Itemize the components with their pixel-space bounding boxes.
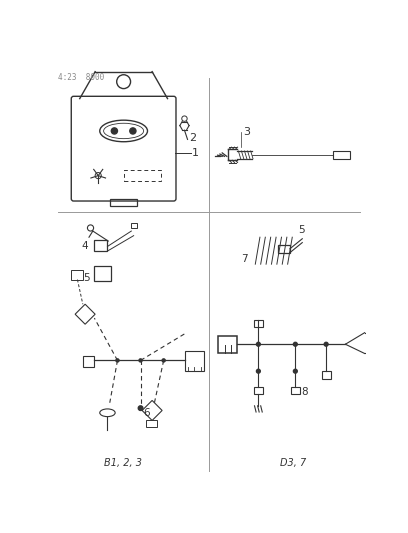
Bar bbox=[185, 351, 204, 371]
Bar bbox=[83, 356, 94, 367]
Circle shape bbox=[293, 342, 297, 346]
Circle shape bbox=[138, 406, 143, 410]
Bar bbox=[254, 320, 263, 327]
Bar bbox=[93, 240, 107, 251]
Bar bbox=[131, 223, 137, 228]
Text: 6: 6 bbox=[144, 408, 150, 418]
Text: 2: 2 bbox=[189, 133, 196, 143]
Bar bbox=[254, 386, 263, 394]
Circle shape bbox=[324, 342, 328, 346]
Bar bbox=[124, 170, 161, 181]
Bar bbox=[218, 336, 237, 353]
Circle shape bbox=[111, 128, 118, 134]
Circle shape bbox=[162, 359, 165, 362]
Circle shape bbox=[257, 342, 260, 346]
Bar bbox=[277, 245, 290, 253]
Bar bbox=[291, 386, 300, 394]
Text: 7: 7 bbox=[241, 254, 247, 264]
Text: 4:23  8000: 4:23 8000 bbox=[58, 73, 104, 82]
Bar bbox=[110, 199, 137, 206]
Text: 5: 5 bbox=[298, 224, 305, 235]
Bar bbox=[333, 151, 350, 159]
Bar bbox=[146, 419, 157, 427]
Bar bbox=[94, 265, 111, 281]
Text: B1, 2, 3: B1, 2, 3 bbox=[104, 458, 142, 468]
Circle shape bbox=[139, 359, 142, 362]
Text: 8: 8 bbox=[302, 387, 308, 397]
Text: 3: 3 bbox=[243, 127, 250, 137]
Text: 1: 1 bbox=[192, 148, 199, 158]
Circle shape bbox=[293, 369, 297, 373]
Bar bbox=[322, 371, 331, 379]
Circle shape bbox=[116, 359, 119, 362]
Circle shape bbox=[130, 128, 136, 134]
Text: 5: 5 bbox=[83, 273, 89, 283]
Text: D3, 7: D3, 7 bbox=[280, 458, 306, 468]
Circle shape bbox=[257, 369, 260, 373]
Bar bbox=[71, 270, 83, 280]
Text: 4: 4 bbox=[81, 241, 88, 252]
